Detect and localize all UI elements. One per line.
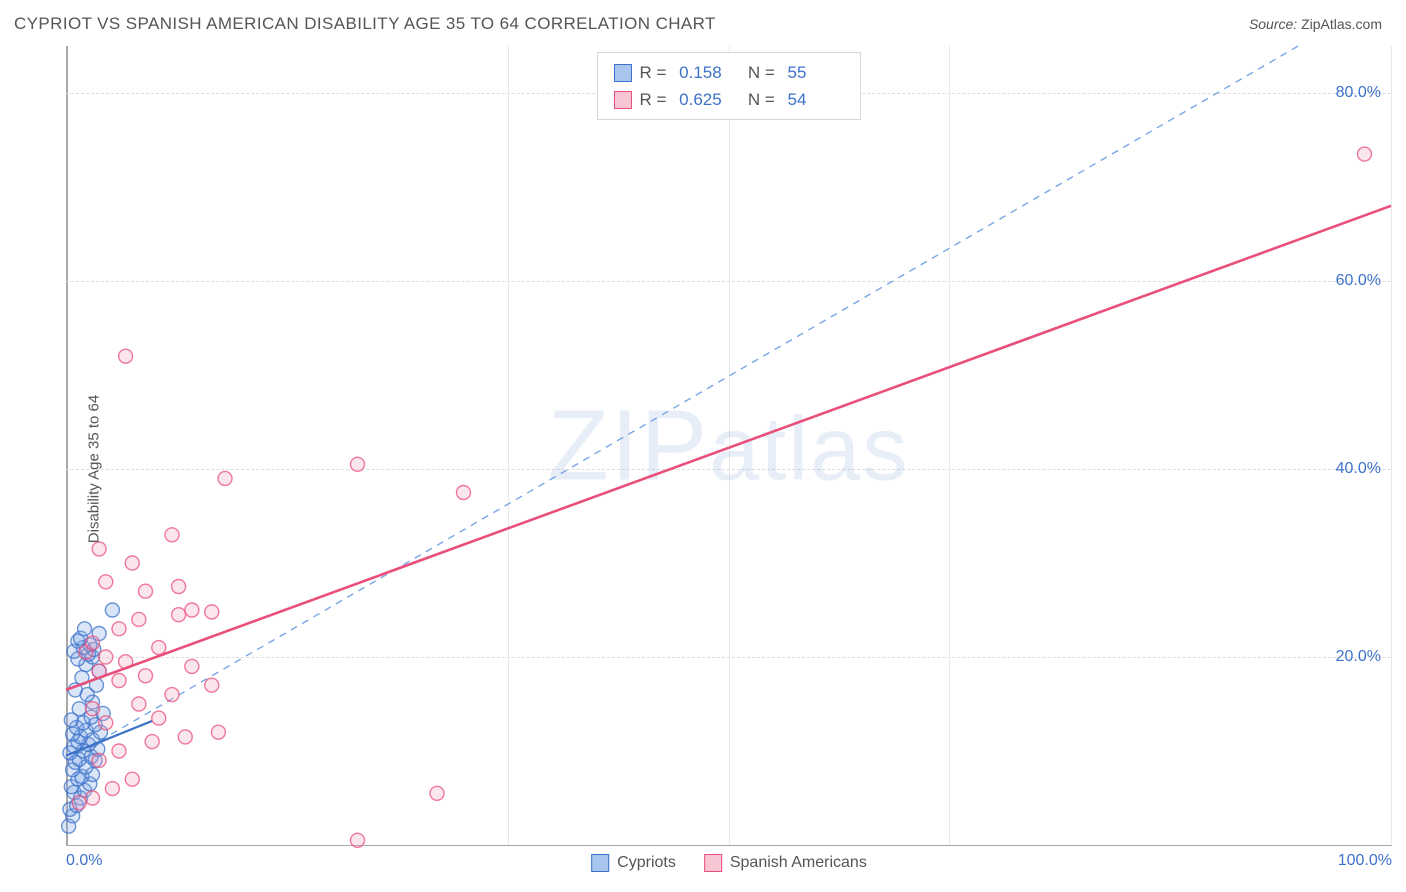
data-point [205, 678, 219, 692]
data-point [112, 674, 126, 688]
legend-swatch-icon [704, 854, 722, 872]
data-point [185, 659, 199, 673]
source-value: ZipAtlas.com [1301, 16, 1382, 32]
legend-swatch-cypriots [613, 64, 631, 82]
legend-item-cypriots: Cypriots [591, 854, 676, 872]
data-point [165, 688, 179, 702]
data-point [172, 580, 186, 594]
data-point [125, 772, 139, 786]
data-point [99, 716, 113, 730]
fit-line [66, 206, 1391, 690]
data-point [99, 650, 113, 664]
data-point [112, 744, 126, 758]
stats-legend-box: R = 0.158 N = 55 R = 0.625 N = 54 [596, 52, 860, 120]
n-value-cypriots: 55 [788, 59, 844, 86]
source-label: Source: [1249, 16, 1297, 32]
data-point [218, 471, 232, 485]
legend-label-spanish: Spanish Americans [730, 854, 867, 872]
data-point [105, 603, 119, 617]
data-point [105, 782, 119, 796]
data-point [132, 612, 146, 626]
data-point [92, 753, 106, 767]
data-point [152, 641, 166, 655]
x-tick-100: 100.0% [1338, 852, 1392, 870]
data-point [172, 608, 186, 622]
data-point [457, 486, 471, 500]
data-point [351, 457, 365, 471]
data-point [92, 542, 106, 556]
chart-container: Disability Age 35 to 64 ZIPatlas R = 0.1… [14, 46, 1392, 892]
gridline-v [1391, 46, 1392, 845]
stats-row-cypriots: R = 0.158 N = 55 [613, 59, 843, 86]
r-value-cypriots: 0.158 [679, 59, 735, 86]
reference-line [66, 46, 1298, 760]
data-point [165, 528, 179, 542]
x-axis-bar: 0.0% 100.0% Cypriots Spanish Americans [66, 846, 1392, 892]
data-point [211, 725, 225, 739]
legend-swatch-spanish [613, 91, 631, 109]
chart-title: CYPRIOT VS SPANISH AMERICAN DISABILITY A… [14, 14, 716, 34]
data-point [86, 636, 100, 650]
data-point [1358, 147, 1372, 161]
legend-item-spanish: Spanish Americans [704, 854, 867, 872]
svg-layer [66, 46, 1391, 845]
data-point [139, 669, 153, 683]
data-point [86, 702, 100, 716]
data-point [99, 575, 113, 589]
legend-swatch-icon [591, 854, 609, 872]
r-value-spanish: 0.625 [679, 86, 735, 113]
stats-row-spanish: R = 0.625 N = 54 [613, 86, 843, 113]
data-point [132, 697, 146, 711]
data-point [185, 603, 199, 617]
bottom-legend: Cypriots Spanish Americans [591, 854, 867, 872]
data-point [72, 702, 86, 716]
data-point [119, 349, 133, 363]
data-point [112, 622, 126, 636]
data-point [145, 735, 159, 749]
n-value-spanish: 54 [788, 86, 844, 113]
data-point [351, 833, 365, 847]
x-tick-0: 0.0% [66, 852, 102, 870]
legend-label-cypriots: Cypriots [617, 854, 676, 872]
data-point [139, 584, 153, 598]
data-point [205, 605, 219, 619]
data-point [72, 796, 86, 810]
data-point [430, 786, 444, 800]
data-point [152, 711, 166, 725]
data-point [86, 791, 100, 805]
data-point [178, 730, 192, 744]
source-attribution: Source: ZipAtlas.com [1249, 16, 1382, 32]
data-point [125, 556, 139, 570]
data-point [78, 622, 92, 636]
plot-area: ZIPatlas R = 0.158 N = 55 R = 0.625 N = … [66, 46, 1392, 846]
